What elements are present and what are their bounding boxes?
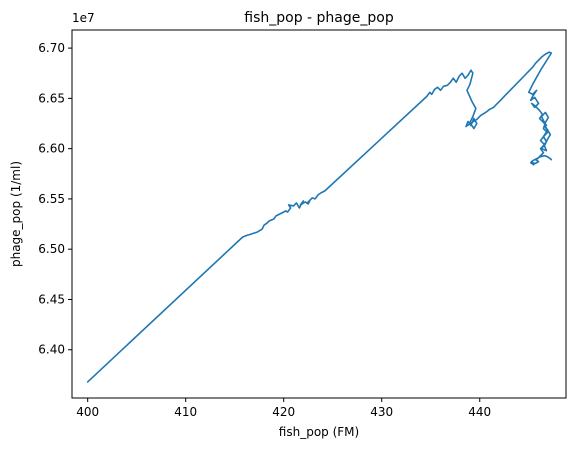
x-tick-label: 420 <box>272 405 295 419</box>
x-axis-label: fish_pop (FM) <box>279 425 359 439</box>
y-tick-label: 6.60 <box>38 142 65 156</box>
y-axis: 6.40 6.45 6.50 6.55 6.60 6.65 6.70 <box>38 41 72 357</box>
chart-title: fish_pop - phage_pop <box>244 10 394 26</box>
axes-frame <box>71 29 567 399</box>
y-tick-label: 6.65 <box>38 91 65 105</box>
y-tick-label: 6.40 <box>38 343 65 357</box>
y-tick-label: 6.55 <box>38 192 65 206</box>
series-line <box>86 51 553 383</box>
y-tick-label: 6.45 <box>38 292 65 306</box>
y-axis-label: phage_pop (1/ml) <box>9 161 23 267</box>
x-axis: 400 410 420 430 440 <box>76 398 491 419</box>
plot-area <box>86 51 553 383</box>
y-axis-exponent: 1e7 <box>72 11 95 25</box>
x-tick-label: 440 <box>468 405 491 419</box>
x-tick-label: 410 <box>174 405 197 419</box>
y-tick-label: 6.70 <box>38 41 65 55</box>
x-tick-label: 400 <box>76 405 99 419</box>
y-tick-label: 6.50 <box>38 242 65 256</box>
x-tick-label: 430 <box>370 405 393 419</box>
